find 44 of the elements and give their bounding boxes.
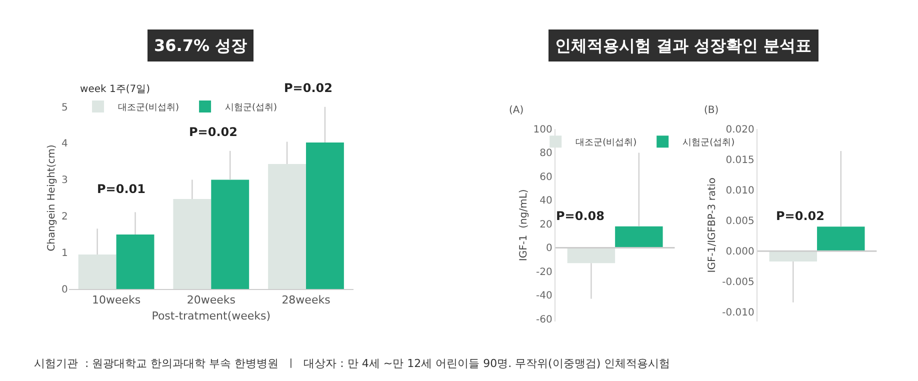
y-tick-label: -20 <box>536 266 552 278</box>
y-tick-label: 0.015 <box>726 154 754 166</box>
y-axis-title: IGF-1/IGFBP-3 ratio <box>707 178 718 273</box>
y-tick-label: 0.000 <box>726 246 754 258</box>
y-tick-label: 3 <box>61 175 68 186</box>
legend-label: 대조군(비섭취) <box>118 103 180 114</box>
y-axis-title: IGF-1 (ng/mL) <box>518 189 530 262</box>
x-axis-title: Post-tratment(weeks) <box>152 310 271 323</box>
y-tick-label: 80 <box>540 148 552 160</box>
annotation: P=0.01 <box>97 182 146 196</box>
y-tick-label: -0.005 <box>722 277 754 288</box>
text: 시험기관 : 원광대학교 한의과대학 부속 한병병원 ㅣ 대상자 : 만 4세 ~만 12세 어린이들 90명. 무작위(이중맹검) 인체적용시험 <box>34 357 670 370</box>
x-tick-label: 10weeks <box>92 293 141 306</box>
y-tick-label: 0 <box>61 284 68 296</box>
y-tick-label: 2 <box>61 212 68 223</box>
annotation: P=0.02 <box>776 209 824 223</box>
y-tick-label: 0.020 <box>726 124 754 136</box>
legend-title: week 1주(7일) <box>80 84 150 95</box>
y-tick-label: 4 <box>61 138 68 150</box>
y-tick-label: 1 <box>61 248 68 260</box>
x-tick-label: 20weeks <box>186 293 236 306</box>
y-axis-title: Changein Height(cm) <box>46 144 58 252</box>
legend-label: 대조군(비섭취) <box>576 138 637 148</box>
legend-label: 시험군(섭취) <box>682 138 735 148</box>
y-tick-label: 100 <box>533 124 552 136</box>
x-tick-label: 28weeks <box>282 293 331 306</box>
legend-label: 시험군(섭취) <box>225 103 278 114</box>
y-tick-label: -40 <box>536 290 552 302</box>
y-tick-label: 60 <box>540 172 552 183</box>
y-tick-label: 0.005 <box>726 216 754 228</box>
annotation: P=0.08 <box>556 209 604 223</box>
y-tick-label: -60 <box>536 314 552 326</box>
text: P=0.02 <box>284 81 332 95</box>
y-tick-label: 40 <box>540 196 552 207</box>
chart-subtitle: (A) <box>509 105 524 116</box>
chart-title: 인체적용시험 결과 성장확인 분석표 <box>555 36 812 55</box>
y-tick-label: 20 <box>540 219 552 230</box>
chart-subtitle: (B) <box>704 105 719 116</box>
y-tick-label: 5 <box>61 102 68 114</box>
annotation: P=0.02 <box>189 125 238 139</box>
y-tick-label: 0.010 <box>726 186 754 197</box>
chart-title: 36.7% 성장 <box>154 36 248 55</box>
y-tick-label: 0 <box>546 243 552 254</box>
y-tick-label: -0.010 <box>722 308 754 319</box>
